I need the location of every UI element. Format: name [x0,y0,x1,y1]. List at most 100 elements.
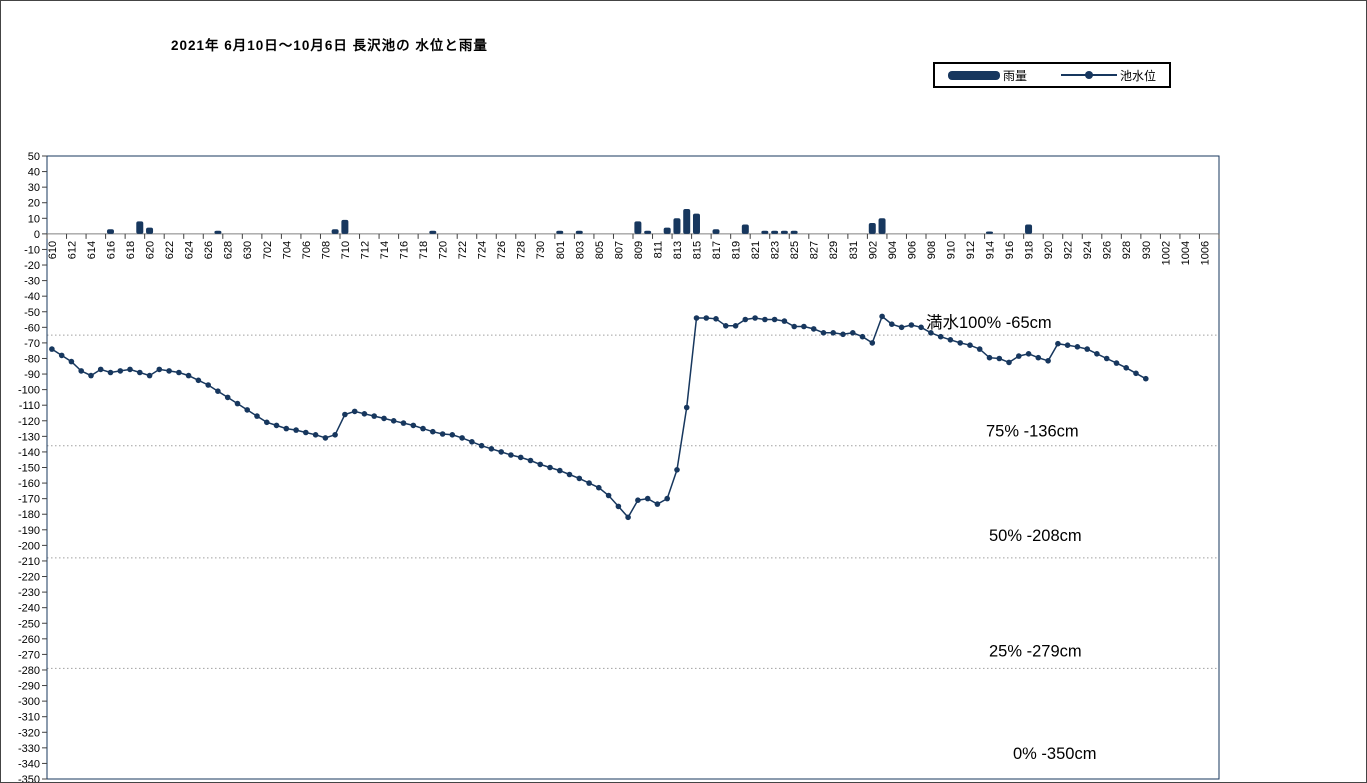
y-axis-label: -40 [24,291,40,303]
x-axis-label: 825 [789,241,801,259]
x-axis-label: 618 [125,241,137,259]
level-point [566,471,573,478]
x-axis-label: 823 [770,241,782,259]
capacity-annotation: 0% -350cm [1013,745,1096,763]
level-point [68,358,75,365]
rain-bar [575,230,583,234]
level-point [78,368,84,374]
x-axis-label: 827 [809,241,821,259]
x-axis-label: 803 [574,241,586,259]
level-point [166,368,172,374]
y-axis-label: 10 [28,213,40,225]
rain-bar [780,230,788,234]
x-axis-label: 616 [105,241,117,259]
x-axis-label: 622 [164,241,176,259]
level-point [557,467,563,474]
y-axis-label: -280 [18,665,40,677]
y-axis-label: -50 [24,307,40,319]
x-axis-label: 706 [301,241,313,259]
rain-bar [985,231,993,234]
level-point [976,346,983,352]
x-axis-label: 807 [613,241,625,259]
legend-rain-item: 雨量 [947,67,1027,84]
y-axis-label: -110 [19,400,40,412]
level-point [723,323,729,329]
y-axis-label: -230 [18,587,40,599]
level-point [58,352,65,359]
rain-bar [1025,224,1033,234]
legend: 雨量 池水位 [933,62,1171,88]
x-axis-label: 702 [262,241,274,259]
x-axis: 610 612 614 616 618 620 622 624 626 628 630 702 704 7… [46,233,1220,265]
level-point [371,413,378,419]
level-point [127,366,133,373]
y-axis-label: 50 [28,151,40,163]
level-point [517,454,524,461]
y-axis-label: -260 [18,634,40,646]
level-point [889,321,895,328]
level-point [303,429,309,436]
x-axis-label: 610 [47,241,59,259]
level-point [742,316,749,323]
x-axis-label: 710 [340,241,352,259]
level-point [1025,351,1032,357]
level-point [937,333,944,340]
y-axis-label: -10 [24,244,40,256]
level-point [840,331,846,338]
x-axis-label: 930 [1141,241,1153,259]
level-point [1133,370,1139,377]
level-point [420,425,426,432]
y-axis-label: -20 [24,260,40,272]
x-axis-label: 831 [848,241,860,259]
rain-bar [106,229,114,234]
level-point [439,431,446,437]
level-point [1074,344,1081,350]
level-point [273,422,280,429]
y-axis-label: -290 [18,681,40,693]
level-point [283,425,290,432]
x-axis-label: 626 [203,241,215,259]
level-point [771,316,778,323]
x-axis-label: 914 [984,241,996,259]
rain-bar [673,218,681,234]
capacity-annotation: 満水100% -65cm [926,313,1052,332]
y-axis-label: -170 [18,494,40,506]
level-point [224,394,231,401]
x-axis-label: 918 [1024,241,1036,259]
x-axis-label: 811 [652,241,664,259]
level-point [527,457,534,464]
rain-bar [331,229,339,234]
level-point [996,355,1003,362]
level-point [918,324,924,331]
rain-bar [341,219,349,234]
level-point [713,316,719,322]
level-point [410,422,417,429]
level-point [654,501,661,507]
level-point [1143,375,1149,382]
y-axis-label: -60 [24,322,40,334]
y-axis-label: -190 [18,525,40,537]
level-point [947,337,954,343]
x-axis-label: 902 [867,241,879,259]
level-point [635,497,641,504]
y-axis-label: 20 [28,198,40,210]
level-point [264,419,270,426]
reference-gridlines [47,334,1219,669]
level-point [967,342,973,349]
level-point [469,439,475,445]
level-point [459,435,465,441]
level-point [644,495,651,502]
level-point [869,340,876,346]
y-axis-label: 30 [28,182,40,194]
level-point [146,372,153,379]
rain-bar [761,230,769,234]
y-axis-label: -180 [18,509,40,521]
level-point [703,315,710,321]
level-point [781,318,788,324]
y-axis-label: -150 [18,463,40,475]
x-axis-label: 829 [828,241,840,259]
y-axis-label: -240 [18,603,40,615]
rain-bar [741,224,749,234]
level-point [1064,342,1071,349]
legend-rain-label: 雨量 [1002,68,1027,83]
